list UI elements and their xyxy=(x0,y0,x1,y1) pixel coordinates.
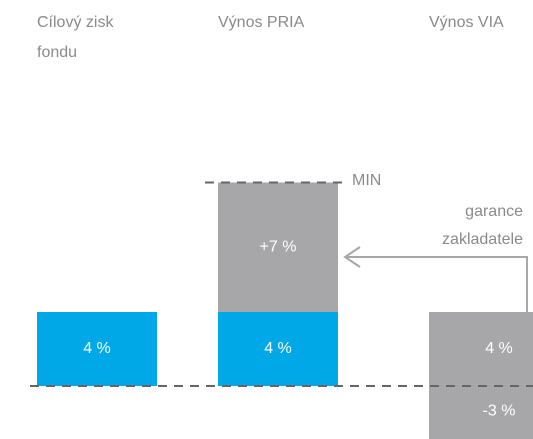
value-label: -3 % xyxy=(483,403,516,420)
bar-segment xyxy=(218,312,338,386)
value-label: 4 % xyxy=(485,340,513,357)
guarantee-label: garance zakladatele xyxy=(442,203,523,248)
category-label: Cílový zisk fondu xyxy=(37,14,114,61)
min-label: MIN xyxy=(352,172,382,189)
value-label: 4 % xyxy=(83,340,111,357)
bar-segment xyxy=(429,312,533,386)
bar-segment xyxy=(218,182,338,312)
guarantee-arrow xyxy=(345,256,528,312)
value-label: +7 % xyxy=(260,238,297,255)
arrow-head xyxy=(343,246,361,268)
value-label: 4 % xyxy=(264,340,292,357)
bar-segment xyxy=(37,312,157,386)
category-label: Výnos VIA xyxy=(429,14,504,31)
category-label: Výnos PRIA xyxy=(218,14,305,31)
bar-segment xyxy=(429,386,533,439)
